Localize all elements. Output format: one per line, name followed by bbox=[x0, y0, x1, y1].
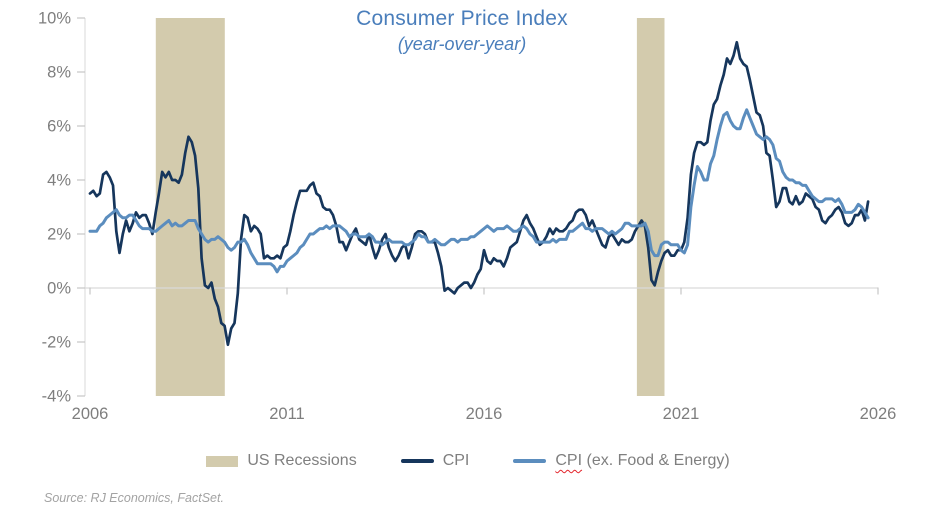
x-tick-label: 2011 bbox=[269, 405, 304, 423]
y-tick-label: 4% bbox=[47, 172, 71, 190]
y-tick-label: -2% bbox=[42, 334, 72, 352]
legend-label-core-cpi: CPI (ex. Food & Energy) bbox=[555, 452, 729, 470]
core-cpi-line-swatch bbox=[513, 459, 547, 463]
legend-label-core-cpi-word: CPI bbox=[555, 452, 583, 469]
y-tick-label: -4% bbox=[42, 388, 72, 406]
cpi-chart: 10% 8% 6% 4% 2% 0% -2% -4%2006 2011 2016 2021 2026 bbox=[38, 10, 897, 424]
chart-title-block: Consumer Price Index (year-over-year) bbox=[2, 7, 922, 55]
y-tick-label: 10% bbox=[38, 10, 71, 28]
legend-item-cpi: CPI bbox=[400, 452, 470, 470]
x-tick-label: 2006 bbox=[72, 405, 109, 423]
recession-band bbox=[155, 18, 225, 396]
legend-label-core-cpi-rest: (ex. Food & Energy) bbox=[582, 452, 730, 469]
chart-subtitle: (year-over-year) bbox=[397, 34, 527, 55]
chart-title: Consumer Price Index bbox=[356, 7, 568, 30]
legend-label-cpi: CPI bbox=[442, 452, 470, 469]
y-tick-label: 8% bbox=[47, 64, 71, 82]
legend-label-us-recessions: US Recessions bbox=[247, 452, 357, 469]
y-tick-label: 0% bbox=[47, 280, 71, 298]
legend-item-core-cpi: CPI (ex. Food & Energy) bbox=[513, 452, 730, 470]
y-tick-label: 2% bbox=[47, 226, 71, 244]
cpi-series-line bbox=[88, 40, 870, 347]
cpi-line-swatch bbox=[400, 459, 434, 463]
recession-swatch bbox=[206, 455, 239, 467]
core-cpi-series-line bbox=[88, 108, 870, 274]
y-tick-label: 6% bbox=[47, 118, 71, 136]
x-tick-label: 2026 bbox=[860, 405, 897, 423]
legend-item-us-recessions: US Recessions bbox=[206, 452, 357, 470]
source-note: Source: RJ Economics, FactSet. bbox=[44, 491, 224, 505]
x-tick-label: 2016 bbox=[466, 405, 503, 423]
x-tick-label: 2021 bbox=[663, 405, 700, 423]
chart-legend: US Recessions CPI CPI (ex. Food & Energy… bbox=[0, 452, 936, 470]
recession-band bbox=[636, 18, 665, 396]
